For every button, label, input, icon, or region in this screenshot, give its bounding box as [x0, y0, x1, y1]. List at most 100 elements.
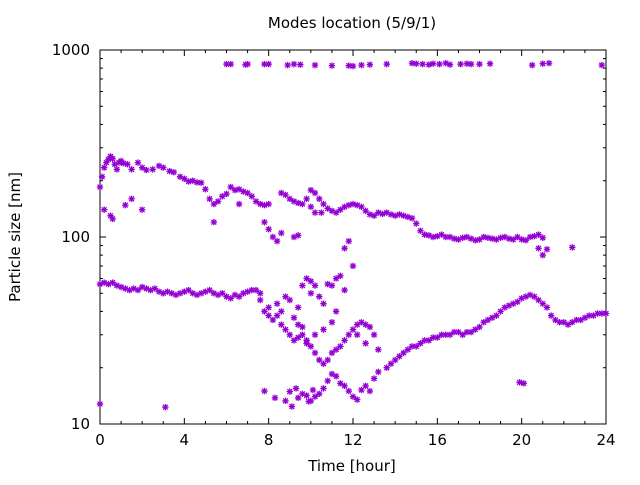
data-point: [345, 331, 352, 338]
data-point: [375, 368, 382, 376]
data-point: [543, 304, 551, 311]
data-point: [320, 385, 327, 392]
data-point: [349, 262, 357, 270]
data-point: [143, 166, 150, 174]
data-point: [138, 164, 146, 171]
data-point: [324, 377, 331, 385]
data-points: [96, 59, 610, 411]
data-point: [560, 319, 568, 326]
data-point: [408, 215, 416, 222]
data-point: [286, 296, 293, 304]
x-tick-label: 8: [264, 431, 274, 449]
data-point: [535, 245, 542, 252]
data-point: [497, 234, 504, 242]
data-point: [223, 190, 230, 198]
data-point: [278, 308, 285, 315]
data-point: [265, 226, 272, 233]
data-point: [332, 373, 340, 380]
data-point: [219, 193, 226, 200]
data-point: [109, 215, 116, 223]
x-tick-labels: 0 4 8 12 16 20 24: [95, 431, 615, 449]
data-point: [307, 203, 315, 211]
data-point: [332, 308, 340, 315]
data-point: [98, 173, 106, 180]
data-point: [332, 209, 340, 216]
data-point: [185, 178, 192, 185]
data-point: [472, 237, 479, 244]
data-point: [294, 334, 302, 341]
data-point: [370, 212, 378, 219]
data-point: [486, 60, 494, 67]
x-axis-label: Time [hour]: [307, 457, 396, 475]
data-point: [547, 312, 555, 319]
data-point: [459, 234, 466, 242]
data-point: [311, 393, 319, 400]
data-point: [476, 323, 483, 331]
data-point: [122, 285, 129, 292]
data-point: [332, 346, 340, 353]
data-point: [467, 328, 475, 336]
data-point: [383, 364, 390, 371]
data-point: [518, 236, 525, 243]
data-point: [337, 206, 344, 213]
data-point: [535, 231, 542, 238]
data-point: [451, 235, 458, 242]
data-point: [292, 385, 300, 392]
data-point: [366, 387, 374, 395]
data-point: [294, 232, 302, 239]
data-point: [400, 349, 407, 357]
data-point: [366, 61, 374, 68]
data-point: [252, 286, 260, 294]
x-tick-label: 12: [343, 431, 362, 449]
data-point: [429, 233, 437, 241]
data-point: [421, 231, 428, 238]
data-point: [227, 60, 234, 68]
data-point: [383, 60, 390, 68]
data-point: [96, 183, 104, 191]
x-tick-label: 16: [428, 431, 447, 449]
data-point: [185, 286, 192, 294]
data-point: [451, 328, 458, 336]
data-point: [488, 235, 496, 242]
data-point: [493, 312, 500, 319]
data-point: [269, 316, 277, 324]
data-point: [598, 61, 605, 69]
data-point: [404, 346, 412, 353]
data-point: [257, 296, 264, 304]
data-point: [311, 282, 319, 289]
data-point: [290, 314, 298, 321]
data-point: [307, 397, 315, 405]
data-point: [438, 331, 445, 338]
data-point: [526, 233, 534, 241]
data-point: [273, 300, 281, 307]
data-point: [307, 290, 315, 297]
data-point: [413, 343, 420, 350]
data-point: [149, 166, 156, 173]
data-point: [539, 251, 546, 259]
data-point: [265, 200, 272, 208]
data-point: [434, 334, 441, 341]
data-point: [520, 380, 527, 387]
data-point: [316, 195, 323, 203]
data-point: [134, 159, 142, 166]
data-point: [446, 61, 454, 68]
data-point: [341, 245, 348, 252]
data-point: [539, 60, 546, 67]
data-point: [273, 312, 281, 319]
data-point: [265, 60, 272, 68]
data-point: [294, 394, 302, 402]
data-point: [294, 199, 302, 207]
data-point: [354, 321, 361, 328]
data-point: [206, 195, 213, 203]
data-point: [109, 155, 116, 162]
data-point: [446, 331, 454, 338]
data-point: [413, 220, 420, 227]
data-point: [480, 233, 487, 241]
data-point: [271, 394, 279, 402]
data-point: [278, 229, 285, 237]
data-point: [307, 278, 315, 285]
data-point: [134, 286, 142, 294]
data-point: [366, 323, 374, 331]
data-point: [328, 349, 336, 357]
